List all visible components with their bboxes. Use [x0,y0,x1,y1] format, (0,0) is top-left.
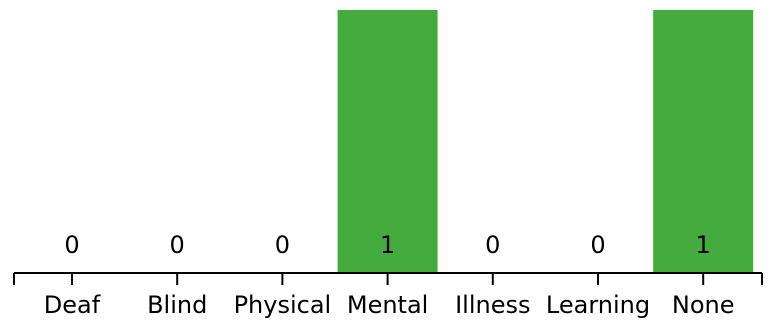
x-tick-label-none: None [672,291,735,319]
x-tick-label-mental: Mental [347,291,428,319]
value-label-illness: 0 [485,231,500,259]
value-labels-group: 0 0 0 1 0 0 1 [64,231,710,259]
value-label-mental: 1 [380,231,395,259]
x-tick-label-physical: Physical [234,291,332,319]
bar-none [653,10,754,273]
value-label-none: 1 [696,231,711,259]
value-label-deaf: 0 [64,231,79,259]
value-label-physical: 0 [275,231,290,259]
value-label-learning: 0 [590,231,605,259]
x-tick-label-deaf: Deaf [44,291,101,319]
x-tick-label-blind: Blind [147,291,207,319]
x-axis-tick-labels-group: Deaf Blind Physical Mental Illness Learning No… [44,291,735,319]
x-tick-label-illness: Illness [455,291,530,319]
bars-group [337,10,754,273]
value-label-blind: 0 [170,231,185,259]
bar-mental [337,10,438,273]
x-tick-label-learning: Learning [546,291,650,319]
x-axis-ticks-group [13,273,763,285]
